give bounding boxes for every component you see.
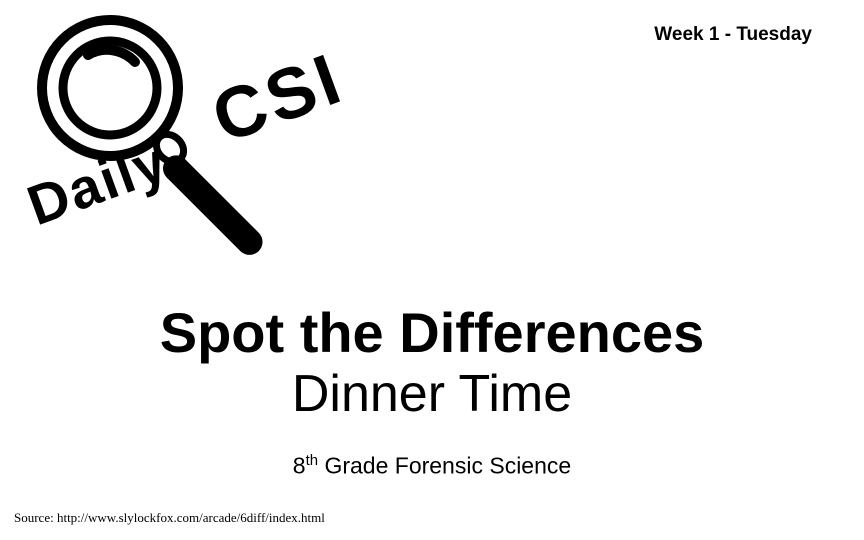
- week-label: Week 1 - Tuesday: [654, 24, 812, 46]
- source-citation: Source: http://www.slylockfox.com/arcade…: [14, 510, 325, 526]
- grade-rest: Grade Forensic Science: [318, 453, 571, 479]
- grade-ordinal: th: [306, 452, 318, 469]
- grade-number: 8: [293, 453, 306, 479]
- headline-primary: Spot the Differences: [0, 300, 864, 365]
- headline-secondary: Dinner Time: [0, 364, 864, 424]
- grade-line: 8th Grade Forensic Science: [0, 452, 864, 480]
- slide-container: Week 1 - Tuesday Daily CSI Spot the Diff…: [0, 0, 864, 540]
